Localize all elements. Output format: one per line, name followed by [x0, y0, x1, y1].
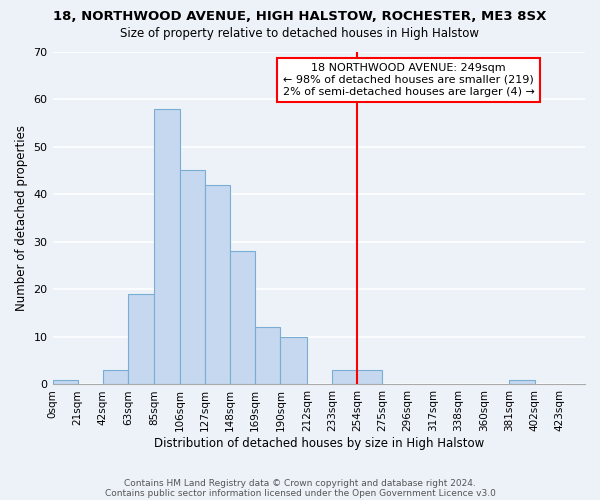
Text: Contains public sector information licensed under the Open Government Licence v3: Contains public sector information licen… — [104, 488, 496, 498]
Bar — [509, 380, 535, 384]
Bar — [255, 328, 280, 384]
Bar — [230, 252, 255, 384]
Text: Size of property relative to detached houses in High Halstow: Size of property relative to detached ho… — [121, 28, 479, 40]
Y-axis label: Number of detached properties: Number of detached properties — [15, 125, 28, 311]
Bar — [103, 370, 128, 384]
Text: Contains HM Land Registry data © Crown copyright and database right 2024.: Contains HM Land Registry data © Crown c… — [124, 478, 476, 488]
Bar — [205, 184, 230, 384]
Text: 18 NORTHWOOD AVENUE: 249sqm
← 98% of detached houses are smaller (219)
2% of sem: 18 NORTHWOOD AVENUE: 249sqm ← 98% of det… — [283, 64, 535, 96]
Bar — [53, 380, 78, 384]
Bar — [332, 370, 357, 384]
Bar — [154, 108, 179, 384]
Text: 18, NORTHWOOD AVENUE, HIGH HALSTOW, ROCHESTER, ME3 8SX: 18, NORTHWOOD AVENUE, HIGH HALSTOW, ROCH… — [53, 10, 547, 23]
X-axis label: Distribution of detached houses by size in High Halstow: Distribution of detached houses by size … — [154, 437, 484, 450]
Bar — [280, 337, 307, 384]
Bar — [179, 170, 205, 384]
Bar — [357, 370, 382, 384]
Bar — [128, 294, 154, 384]
